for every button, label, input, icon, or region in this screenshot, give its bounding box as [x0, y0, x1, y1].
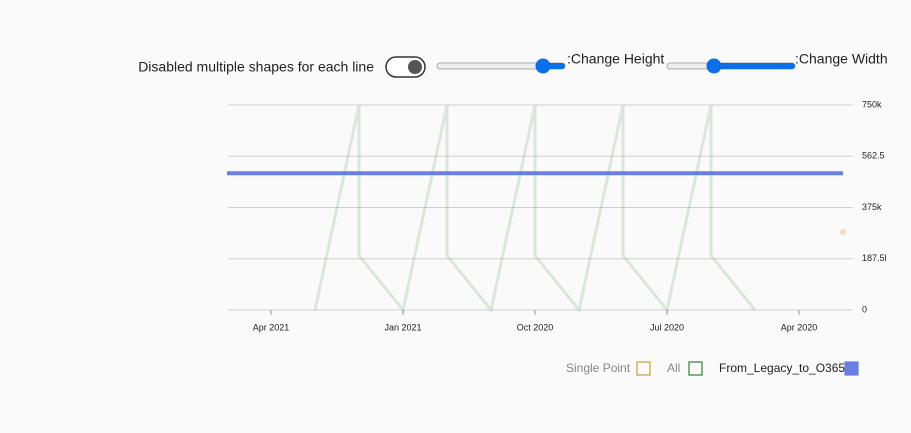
x-tick-label: Oct 2020	[517, 322, 554, 332]
y-tick-label: 562.5	[862, 151, 885, 161]
legend-label: Single Point	[566, 361, 631, 375]
legend-swatch	[636, 361, 651, 376]
height-slider-label: :Change Height	[567, 51, 664, 67]
x-tick-label: Apr 2021	[253, 322, 290, 332]
data-point	[840, 229, 846, 236]
height-slider[interactable]	[436, 58, 566, 74]
y-tick-label: 0	[862, 304, 867, 314]
x-tick-label: Jul 2020	[650, 322, 684, 332]
slider-fill[interactable]	[712, 63, 795, 69]
legend-swatch	[688, 361, 703, 376]
series-line	[313, 104, 757, 314]
x-tick-label: Apr 2020	[781, 322, 818, 332]
legend-label: All	[667, 361, 680, 375]
y-tick-label: 375k	[862, 202, 882, 212]
width-slider[interactable]	[666, 58, 796, 74]
toggle[interactable]	[385, 56, 426, 78]
toggle-label: Disabled multiple shapes for each line	[138, 59, 374, 75]
width-slider-label: :Change Width	[795, 51, 888, 67]
toggle-knob[interactable]	[408, 60, 422, 74]
slider-thumb[interactable]	[706, 58, 722, 74]
x-tick-label: Jan 2021	[384, 322, 421, 332]
slider-thumb[interactable]	[535, 58, 551, 74]
legend-swatch	[844, 361, 859, 376]
legend-label: From_Legacy_to_O365	[719, 361, 845, 375]
y-tick-label: 187.5l	[862, 253, 887, 263]
y-tick-label: 750k	[862, 99, 882, 109]
